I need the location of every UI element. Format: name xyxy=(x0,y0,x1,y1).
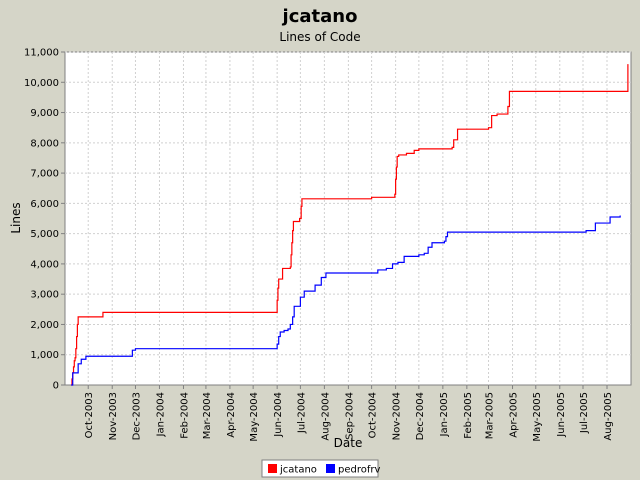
legend-box xyxy=(261,459,379,478)
y-tick-label: 7,000 xyxy=(30,169,59,180)
y-tick-label: 6,000 xyxy=(30,199,59,210)
y-tick-label: 4,000 xyxy=(30,259,59,270)
x-tick-label: Nov-2004 xyxy=(392,392,403,440)
x-tick-label: Aug-2005 xyxy=(603,392,614,441)
x-tick-label: Apr-2004 xyxy=(226,392,237,438)
x-tick-label: Jun-2004 xyxy=(273,392,284,438)
y-tick-label: 8,000 xyxy=(30,138,59,149)
x-axis: Oct-2003 Nov-2003 Dec-2003 Jan-2004 Feb-2004… xyxy=(84,385,614,442)
x-axis-label: Date xyxy=(334,436,363,450)
y-tick-label: 10,000 xyxy=(24,78,59,89)
x-tick-label: Oct-2004 xyxy=(368,392,379,438)
y-tick-label: 0 xyxy=(53,381,59,392)
x-tick-label: Jul-2005 xyxy=(579,392,590,434)
y-tick-label: 2,000 xyxy=(30,320,59,331)
y-tick-label: 11,000 xyxy=(24,48,59,59)
x-tick-label: Apr-2005 xyxy=(509,392,520,438)
x-tick-label: Sep-2004 xyxy=(344,392,355,440)
y-axis-label: Lines xyxy=(9,202,23,233)
x-tick-label: May-2005 xyxy=(532,392,543,442)
x-tick-label: Jan-2004 xyxy=(155,392,166,437)
grid xyxy=(65,51,631,385)
x-tick-label: Aug-2004 xyxy=(320,392,331,441)
legend-label-pedrofrv: pedrofrv xyxy=(338,465,380,476)
x-tick-label: Feb-2005 xyxy=(463,392,474,439)
legend-swatch-jcatano xyxy=(268,464,277,473)
series-lines xyxy=(71,64,629,386)
x-tick-label: Feb-2004 xyxy=(179,392,190,439)
x-tick-label: Jul-2004 xyxy=(296,392,307,434)
x-tick-label: Mar-2004 xyxy=(202,392,213,439)
legend: jcatano pedrofrv xyxy=(261,459,380,478)
legend-swatch-pedrofrv xyxy=(326,464,335,473)
series-line-jcatano xyxy=(71,64,629,386)
x-tick-label: Dec-2003 xyxy=(131,392,142,440)
x-tick-label: Dec-2004 xyxy=(415,392,426,440)
legend-label-jcatano: jcatano xyxy=(279,465,317,476)
x-tick-label: Oct-2003 xyxy=(84,392,95,438)
x-tick-label: Mar-2005 xyxy=(485,392,496,439)
y-tick-label: 5,000 xyxy=(30,229,59,240)
y-tick-label: 1,000 xyxy=(30,350,59,361)
y-tick-label: 3,000 xyxy=(30,290,59,301)
x-tick-label: May-2004 xyxy=(249,392,260,442)
series-line-pedrofrv xyxy=(71,215,621,386)
y-axis: 0 1,000 2,000 3,000 4,000 5,000 6,000 7,000 8,00… xyxy=(24,48,65,392)
chart-title: jcatano xyxy=(282,6,358,27)
x-tick-label: Jan-2005 xyxy=(439,392,450,437)
y-tick-label: 9,000 xyxy=(30,108,59,119)
chart-subtitle: Lines of Code xyxy=(279,30,360,44)
x-tick-label: Nov-2003 xyxy=(108,392,119,440)
x-tick-label: Jun-2005 xyxy=(556,392,567,438)
